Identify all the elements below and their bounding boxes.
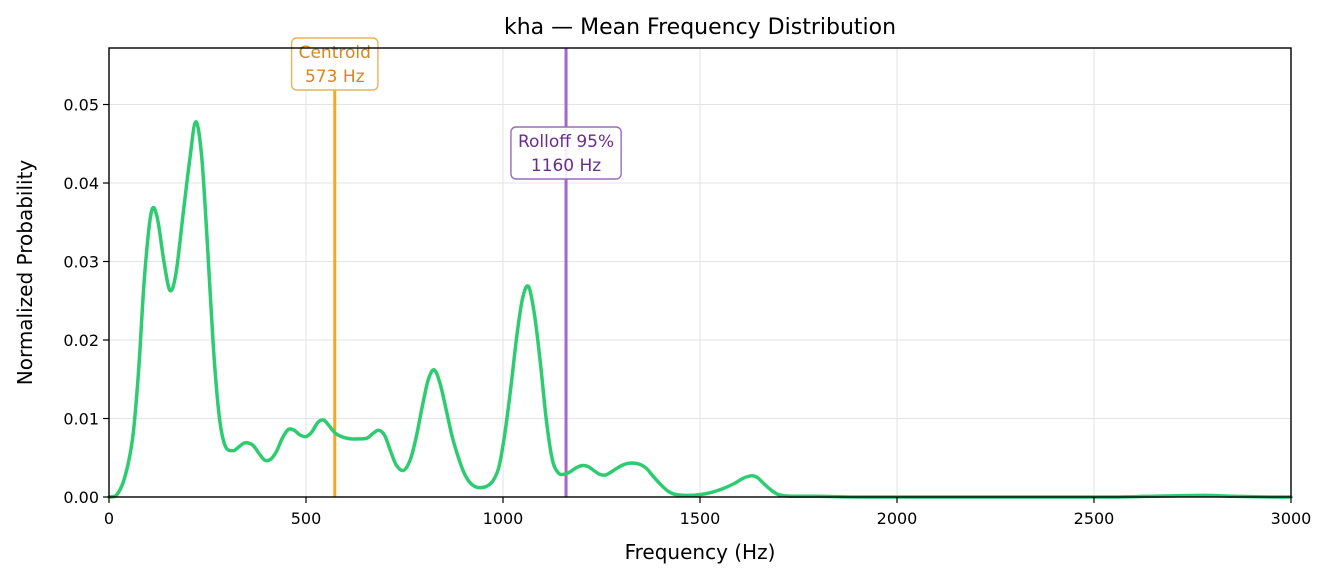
y-tick-label: 0.04 <box>63 174 99 193</box>
annotation-line-2: 573 Hz <box>305 67 365 87</box>
grid-lines <box>108 48 1292 498</box>
axis-ticks: 0 500 1000 1500 2000 2500 3000 0.00 0.01 0.02 0.03… <box>63 96 1311 528</box>
reference-lines <box>333 48 568 497</box>
annotation-line-1: Centroid <box>299 43 371 63</box>
series-line <box>107 120 1293 499</box>
y-tick-label: 0.03 <box>63 253 99 272</box>
x-tick-label: 500 <box>291 509 322 528</box>
y-tick-label: 0.05 <box>63 96 99 115</box>
x-tick-label: 2000 <box>877 509 918 528</box>
annotation-label: Rolloff 95% 1160 Hz <box>510 126 622 180</box>
y-tick-label: 0.00 <box>63 488 99 507</box>
y-axis-title: Normalized Probability <box>13 160 37 386</box>
x-tick-label: 0 <box>104 509 114 528</box>
chart-title: kha — Mean Frequency Distribution <box>504 15 896 40</box>
x-tick-label: 1500 <box>680 509 721 528</box>
annotation-line-2: 1160 Hz <box>531 156 601 176</box>
y-tick-label: 0.01 <box>63 410 99 429</box>
series-layer <box>107 120 1293 499</box>
annotation-label: Centroid 573 Hz <box>290 37 379 91</box>
x-tick-label: 3000 <box>1271 509 1312 528</box>
annotation-line-1: Rolloff 95% <box>518 132 614 152</box>
annotation-box <box>290 37 379 91</box>
x-tick-label: 2500 <box>1074 509 1115 528</box>
x-axis-title: Frequency (Hz) <box>625 540 776 564</box>
annotation-box <box>510 126 622 180</box>
y-tick-label: 0.02 <box>63 331 99 350</box>
annotations: Centroid 573 Hz Rolloff 95% 1160 Hz <box>290 37 622 180</box>
x-tick-label: 1000 <box>483 509 524 528</box>
